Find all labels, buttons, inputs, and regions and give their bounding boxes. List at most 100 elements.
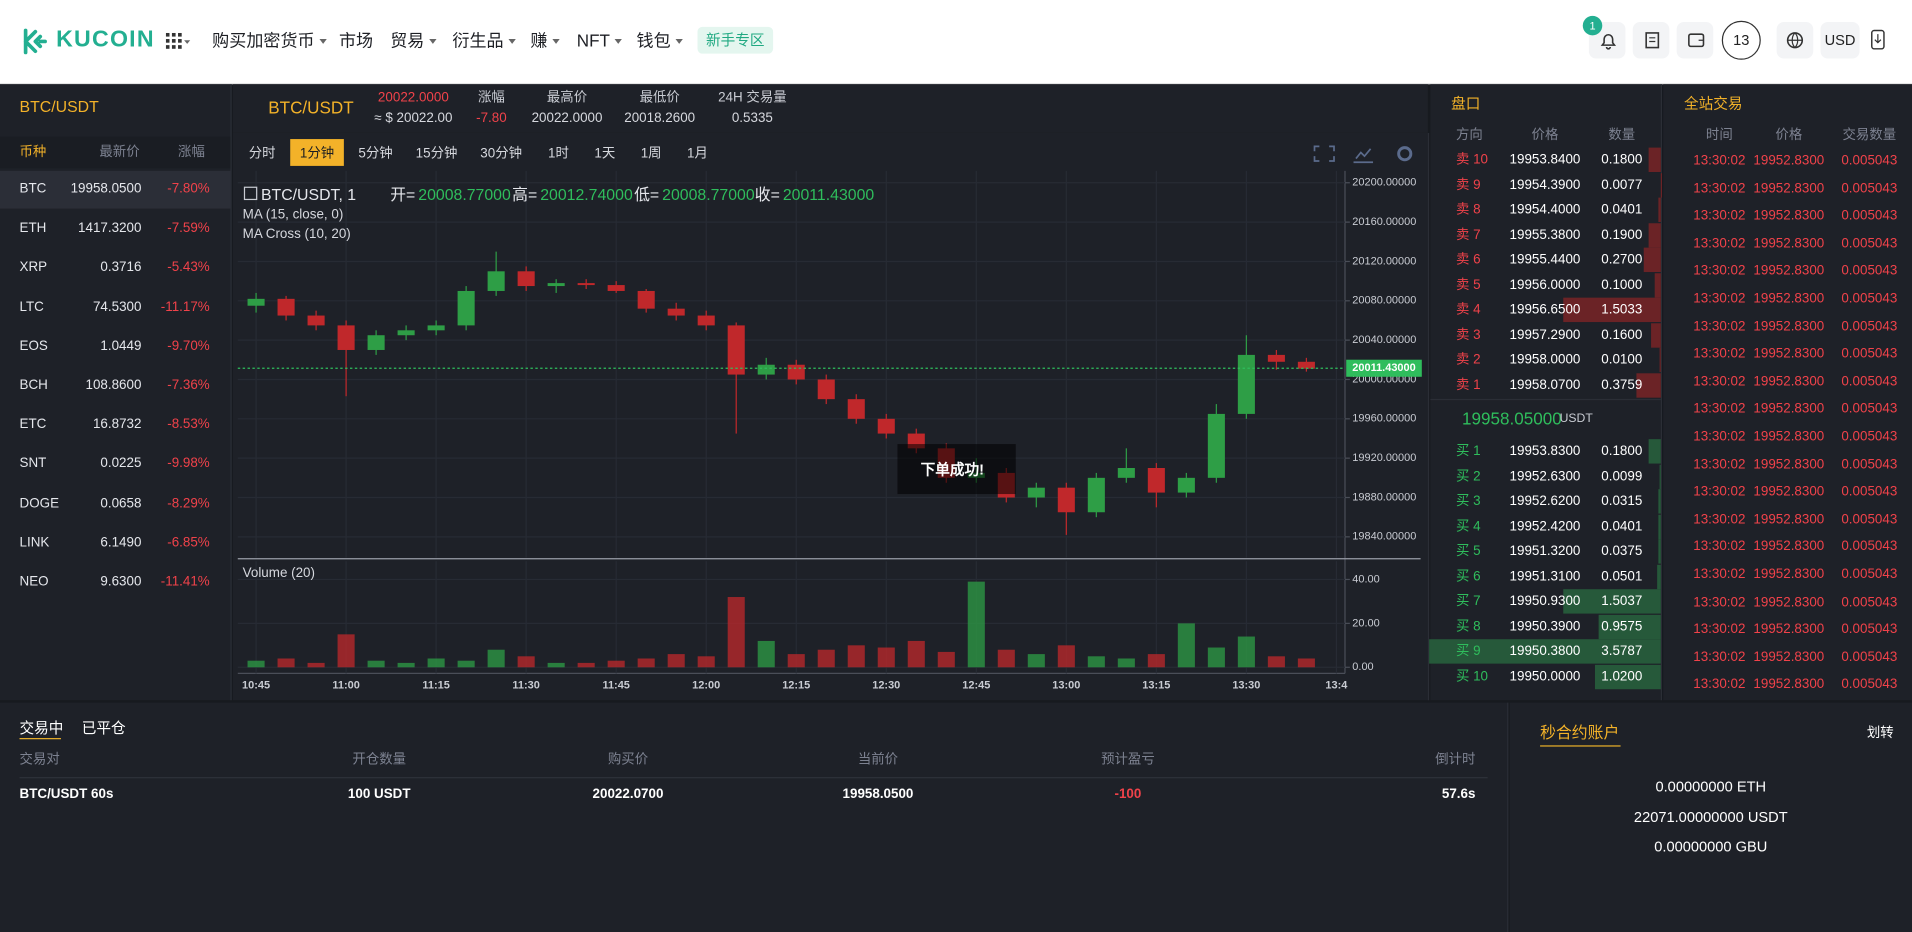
wallet-icon[interactable] xyxy=(1686,30,1706,50)
balance: 0.00000000 GBU xyxy=(1654,838,1768,856)
market-change: -9.70% xyxy=(167,338,210,354)
tab[interactable]: 交易中 xyxy=(19,719,64,737)
last-price: 20022.0000 xyxy=(377,90,449,105)
orderbook-mid-divider xyxy=(1430,398,1661,401)
interval-button[interactable]: 分时 xyxy=(248,146,276,162)
transfer-button[interactable]: 划转 xyxy=(1866,725,1894,741)
x-tick-label: 12:00 xyxy=(692,679,720,691)
market-symbol[interactable]: ETH xyxy=(19,221,47,236)
market-symbol[interactable]: DOGE xyxy=(19,496,60,511)
side-label: 买 4 xyxy=(1455,519,1481,534)
globe-icon[interactable] xyxy=(1785,30,1805,50)
trade-cell: 13:30:02 xyxy=(1693,319,1746,334)
book-price: 19958.0700 xyxy=(1509,377,1581,393)
currency[interactable]: USD xyxy=(1824,31,1856,49)
interval-button[interactable]: 5分钟 xyxy=(358,146,393,162)
candle-body xyxy=(1027,487,1045,498)
nav-item[interactable]: 赚 xyxy=(530,30,560,50)
ohlc-value: 20008.77000 xyxy=(662,185,755,204)
book-price: 19956.6500 xyxy=(1509,302,1581,318)
y-tick-label: 20200.00000 xyxy=(1352,177,1416,189)
candle-body xyxy=(757,364,775,375)
candle-body xyxy=(1057,487,1075,513)
depth-bar xyxy=(1650,322,1661,348)
market-symbol[interactable]: SNT xyxy=(19,456,47,472)
interval-button[interactable]: 1周 xyxy=(640,146,662,162)
account-panel xyxy=(1509,702,1912,932)
depth-bar xyxy=(1643,247,1661,273)
icon-button[interactable] xyxy=(1676,21,1714,59)
column-header: 交易数量 xyxy=(1842,128,1897,143)
book-price: 19954.3900 xyxy=(1509,177,1581,193)
icon-button[interactable] xyxy=(1820,21,1860,59)
market-symbol[interactable]: LINK xyxy=(19,535,50,550)
side-label: 卖 3 xyxy=(1455,327,1481,343)
volume-bar xyxy=(1087,656,1105,668)
interval-button[interactable]: 1月 xyxy=(687,146,708,162)
depth-bar xyxy=(1563,297,1661,323)
book-price: 19956.0000 xyxy=(1509,277,1581,293)
book-qty: 0.1600 xyxy=(1601,327,1643,343)
ohlc-value: 20008.77000 xyxy=(418,185,511,204)
newbie-link[interactable]: 新手专区 xyxy=(706,31,765,49)
tab[interactable]: 已平仓 xyxy=(81,719,126,737)
positions-panel xyxy=(0,702,1509,932)
position-cell: BTC/USDT 60s xyxy=(19,786,114,802)
trade-cell: 13:30:02 xyxy=(1693,208,1746,224)
nav-item[interactable]: 衍生品 xyxy=(452,30,516,50)
download-icon[interactable] xyxy=(1869,29,1886,51)
dropdown-caret xyxy=(614,39,623,45)
trade-cell: 13:30:02 xyxy=(1693,346,1746,362)
avatar-text[interactable]: 13 xyxy=(1733,31,1750,49)
icon-button[interactable] xyxy=(1632,21,1670,59)
trade-cell: 0.005043 xyxy=(1841,677,1898,693)
interval-button[interactable]: 1分钟 xyxy=(299,146,335,162)
book-price: 19950.9300 xyxy=(1509,594,1581,609)
y-tick-label: 19840.00000 xyxy=(1352,531,1416,543)
interval-button[interactable]: 15分钟 xyxy=(415,146,458,162)
logo: KUCOIN xyxy=(56,26,155,53)
market-symbol[interactable]: NEO xyxy=(19,574,49,590)
newbie-badge-bg[interactable] xyxy=(697,26,774,54)
trade-cell: 19952.8300 xyxy=(1753,263,1825,279)
x-tick-label: 11:30 xyxy=(512,679,539,691)
depth-bar xyxy=(1563,589,1661,614)
nav-item[interactable]: NFT xyxy=(577,30,623,50)
chart-toolbar[interactable] xyxy=(1310,142,1422,166)
balance: 22071.00000000 USDT xyxy=(1633,808,1788,826)
apps-icon[interactable] xyxy=(165,32,193,50)
market-symbol[interactable]: BTC xyxy=(19,181,47,197)
column-header: 方向 xyxy=(1455,128,1483,143)
interval-button[interactable]: 1时 xyxy=(548,146,569,162)
nav-item[interactable]: 购买加密货币 xyxy=(212,30,327,50)
market-symbol[interactable]: ETC xyxy=(19,417,47,433)
last-price-usd: ≈ $ 20022.00 xyxy=(374,111,453,126)
book-price: 19950.3900 xyxy=(1509,619,1581,634)
stat-label: 涨幅 xyxy=(478,90,505,105)
trade-cell: 0.005043 xyxy=(1841,567,1898,582)
market-symbol[interactable]: XRP xyxy=(19,260,48,275)
nav-item[interactable]: 贸易 xyxy=(390,30,437,50)
trade-cell: 13:30:02 xyxy=(1693,236,1746,252)
volume-tick-label: 40.00 xyxy=(1352,573,1379,585)
nav-item[interactable]: 钱包 xyxy=(637,30,683,50)
nav-item[interactable]: 市场 xyxy=(338,30,374,51)
orders-icon[interactable] xyxy=(1643,30,1663,50)
interval-button[interactable]: 30分钟 xyxy=(480,146,523,162)
avatar[interactable] xyxy=(1721,20,1761,60)
mid-price: 19958.05000 xyxy=(1462,408,1562,429)
market-symbol[interactable]: EOS xyxy=(19,338,48,354)
candle-body xyxy=(517,271,535,287)
dropdown-caret xyxy=(319,39,327,45)
notification-badge xyxy=(1582,15,1603,36)
depth-bar xyxy=(1648,222,1661,248)
trade-cell: 0.005043 xyxy=(1841,153,1898,169)
bell-icon[interactable] xyxy=(1599,30,1619,50)
x-tick-label: 11:15 xyxy=(422,679,449,691)
column-header: 涨幅 xyxy=(178,145,205,160)
market-symbol[interactable]: BCH xyxy=(19,378,48,393)
market-symbol[interactable]: LTC xyxy=(19,299,44,315)
ohlc-label: 收= xyxy=(754,185,780,204)
interval-button[interactable]: 1天 xyxy=(594,146,616,162)
